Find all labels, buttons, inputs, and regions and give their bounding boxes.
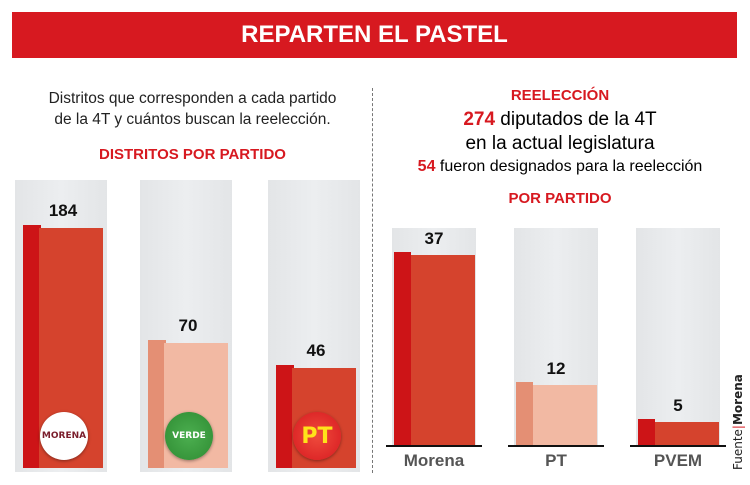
bar-front [411,255,475,445]
reelection-line-2: en la actual legislatura [465,133,655,154]
category-label: PVEM [653,451,703,470]
intro-text: Distritos que corresponden a cada partid… [15,88,370,130]
logo-morena: MORENA [40,412,88,460]
bar-side [23,225,41,468]
source-label: Fuente [731,429,745,470]
left-chart-title: DISTRITOS POR PARTIDO [99,146,286,163]
bar-front [655,422,719,445]
category-label: Morena [403,451,465,470]
bar-pt [516,382,597,445]
logo-pt: PT [293,412,341,460]
chart-panel [636,228,720,445]
value-label: 37 [424,229,444,248]
reelection-line-3: 54 fueron designados para la reelección [380,158,740,176]
deputies-count: 274 [463,109,496,130]
bar-side [516,382,533,445]
bar-side [276,365,294,468]
intro-line: de la 4T y cuántos buscan la reelección. [54,111,331,128]
source-value: Morena [731,374,745,426]
divider [372,88,373,473]
category-label: PT [545,451,567,470]
baseline [386,445,482,447]
source-note: Fuente|Morena [731,374,745,470]
deputies-text: diputados de la 4T [495,109,657,130]
bar-pvem [638,419,719,445]
value-label: 12 [546,359,566,378]
baseline [508,445,604,447]
value-label: 184 [48,201,78,220]
value-label: 70 [178,316,198,335]
designated-text: fueron designados para la reelección [435,158,703,175]
value-label: 46 [306,341,326,360]
bar-front [533,385,597,445]
logo-pvem: VERDE [165,412,213,460]
reelection-title: REELECCIÓN [510,87,610,104]
page-title: REPARTEN EL PASTEL [12,12,737,58]
baseline [630,445,726,447]
bar-morena [394,252,475,445]
value-label: 5 [673,396,683,415]
reelection-line-1: 274 diputados de la 4T [380,109,740,131]
intro-line: Distritos que corresponden a cada partid… [48,90,337,107]
bar-side [394,252,411,445]
bar-side [638,419,655,445]
bar-side [148,340,166,468]
right-chart-title: POR PARTIDO [508,190,612,207]
designated-count: 54 [417,158,436,175]
